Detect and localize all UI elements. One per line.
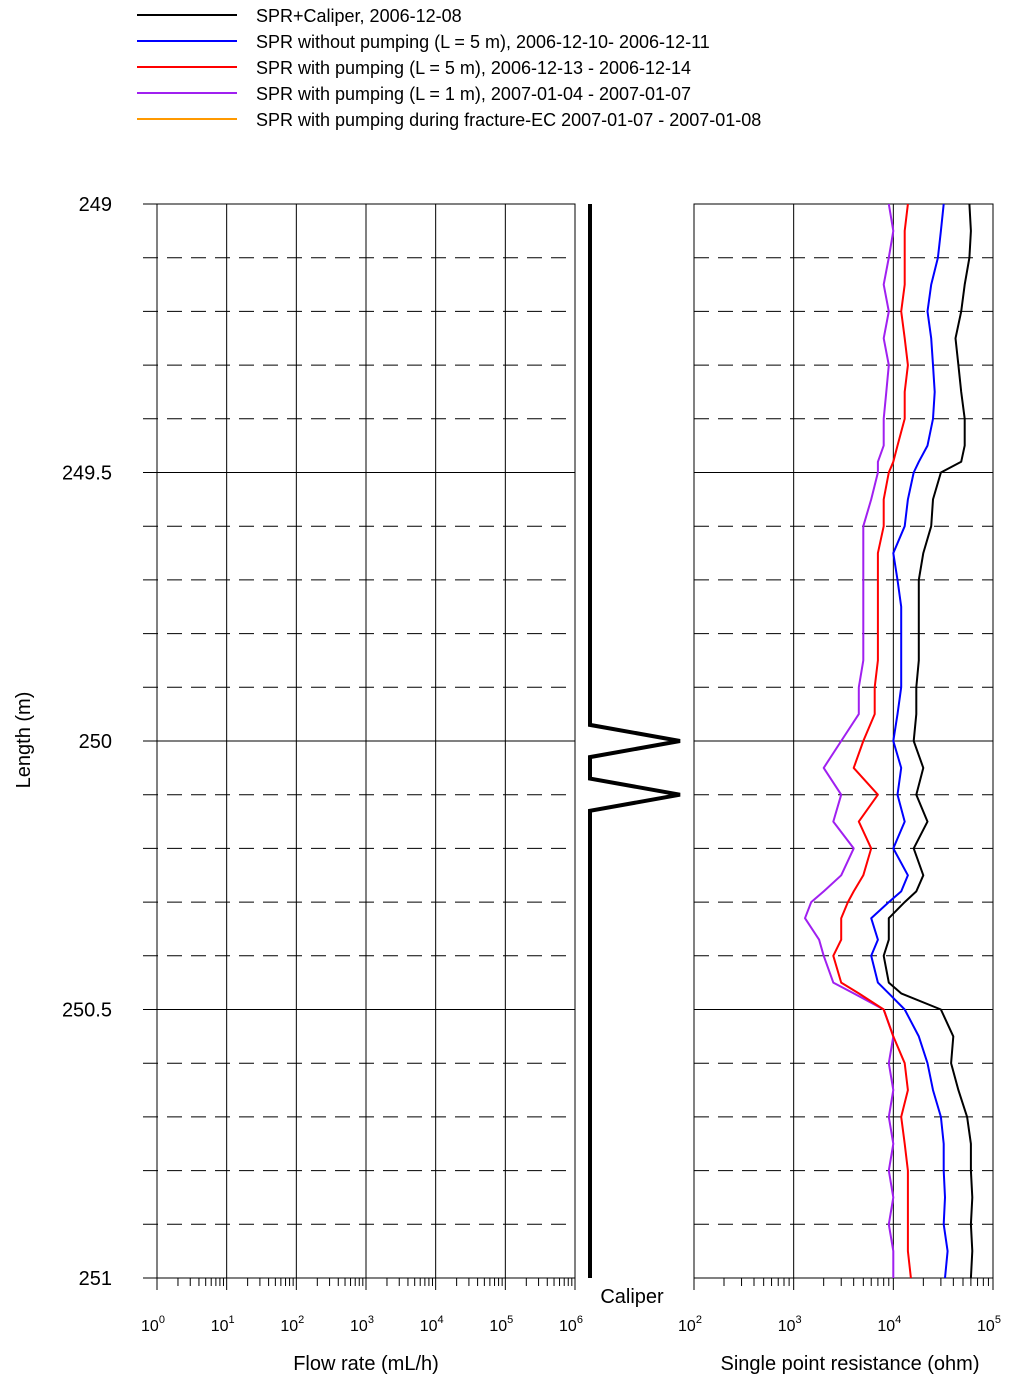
spr-series-line (870, 203, 949, 1279)
legend-entry: SPR with pumping during fracture-EC 2007… (256, 110, 761, 130)
length-tick-label: 249.5 (62, 463, 112, 485)
spr-grid (693, 203, 994, 1279)
length-axis-label: Length (m) (13, 692, 35, 789)
x-tick-label: 104 (877, 1314, 901, 1335)
x-tick-label: 103 (778, 1314, 802, 1335)
x-tick-label: 104 (420, 1314, 444, 1335)
x-tick-label: 105 (489, 1314, 513, 1335)
spr-series (804, 203, 974, 1279)
caliper-label: Caliper (600, 1286, 664, 1308)
flow-rate-axis-ticks: 100 101 102 103 104 105 106 (141, 1278, 583, 1335)
caliper-panel: Caliper (588, 204, 681, 1308)
x-tick-label: 106 (559, 1314, 583, 1335)
legend-entry: SPR without pumping (L = 5 m), 2006-12-1… (256, 32, 710, 52)
spr-series-line (882, 203, 974, 1279)
caliper-line (588, 204, 681, 1278)
x-tick-label: 102 (280, 1314, 304, 1335)
spr-axis-label: Single point resistance (ohm) (720, 1353, 979, 1375)
x-tick-label: 105 (977, 1314, 1001, 1335)
x-tick-label: 103 (350, 1314, 374, 1335)
spr-series-line (804, 203, 895, 1278)
flow-rate-grid (143, 203, 576, 1279)
length-tick-label: 249 (79, 194, 112, 216)
x-tick-label: 101 (211, 1314, 235, 1335)
length-tick-label: 250.5 (62, 1000, 112, 1022)
chart-legend: SPR+Caliper, 2006-12-08 SPR without pumpi… (137, 6, 761, 130)
legend-entry: SPR with pumping (L = 5 m), 2006-12-13 -… (256, 58, 691, 78)
x-tick-label: 100 (141, 1314, 165, 1335)
length-tick-label: 250 (79, 731, 112, 753)
caliper-trace (588, 204, 681, 1278)
length-axis-ticks: 249 249.5 250 250.5 251 (62, 194, 112, 1290)
flow-rate-axis-label: Flow rate (mL/h) (293, 1353, 439, 1375)
spr-series-line (832, 203, 912, 1279)
x-tick-label: 102 (678, 1314, 702, 1335)
spr-panel: 102 103 104 105 Single point resistance (oh… (678, 203, 1001, 1375)
legend-entry: SPR+Caliper, 2006-12-08 (256, 6, 462, 26)
spr-axis-ticks: 102 103 104 105 (678, 1278, 1001, 1335)
legend-entry: SPR with pumping (L = 1 m), 2007-01-04 -… (256, 84, 691, 104)
length-tick-label: 251 (79, 1268, 112, 1290)
